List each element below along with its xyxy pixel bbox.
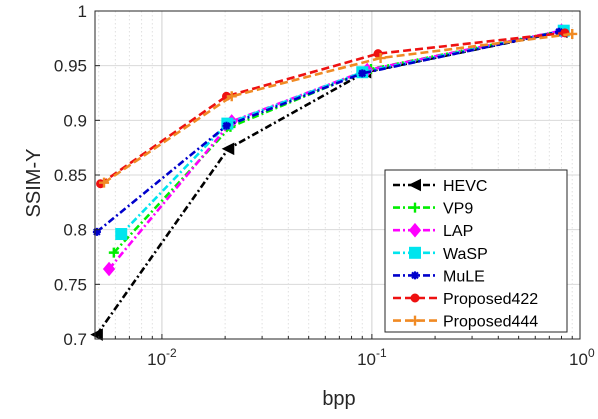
legend-marker: [410, 202, 420, 213]
data-point: [92, 227, 101, 236]
series-line: [96, 30, 560, 233]
series-proposed444: [99, 28, 578, 188]
data-point: [358, 69, 367, 78]
data-point: [226, 91, 237, 102]
legend-label: Proposed444: [443, 314, 538, 331]
legend-entry: MuLE: [393, 268, 485, 285]
data-point: [555, 27, 564, 36]
series-mule: [92, 27, 564, 236]
legend-entry: VP9: [393, 201, 473, 218]
legend-marker: [411, 271, 419, 280]
legend-marker: [408, 222, 422, 238]
legend: HEVC VP9 LAP WaSP MuLE Proposed422 Proposed444: [384, 169, 568, 333]
x-tick-label: 100: [569, 346, 595, 369]
data-point: [222, 121, 231, 130]
legend-entry: LAP: [393, 222, 473, 240]
y-axis-title: SSIM-Y: [23, 149, 45, 218]
data-point: [567, 28, 578, 39]
data-point: [375, 53, 386, 64]
x-tick-label: 10-1: [357, 346, 387, 369]
y-tick-label: 0.95: [54, 57, 87, 76]
legend-marker: [408, 178, 421, 192]
y-tick-label: 0.8: [63, 221, 87, 240]
legend-marker: [409, 246, 421, 259]
axis-ticks: 0.7 0.75 0.8 0.85 0.9 0.95 1 10-2 10-1 100: [54, 2, 595, 369]
legend-entry: HEVC: [393, 178, 487, 195]
legend-entry: Proposed444: [393, 314, 538, 331]
legend-label: MuLE: [443, 268, 485, 285]
legend-label: Proposed422: [443, 291, 538, 308]
legend-marker: [410, 293, 420, 303]
data-point: [108, 247, 119, 258]
legend-label: WaSP: [443, 246, 488, 263]
series-layer: [90, 23, 578, 341]
x-axis-title: bpp: [322, 388, 355, 410]
legend-label: HEVC: [443, 178, 487, 195]
y-tick-label: 0.9: [63, 111, 87, 130]
x-tick-label: 10-2: [147, 346, 177, 369]
data-point: [221, 142, 235, 156]
legend-marker: [410, 315, 420, 326]
y-tick-label: 0.85: [54, 166, 87, 185]
legend-entry: Proposed422: [393, 291, 538, 308]
legend-label: VP9: [443, 201, 473, 218]
y-tick-label: 0.75: [54, 275, 87, 294]
data-point: [115, 228, 128, 241]
series-line: [99, 31, 565, 185]
y-tick-label: 1: [78, 2, 87, 21]
series-line: [103, 32, 573, 184]
legend-entry: WaSP: [393, 246, 488, 263]
data-point: [102, 261, 116, 277]
data-point: [99, 177, 110, 188]
data-point: [90, 328, 103, 341]
y-tick-label: 0.7: [63, 330, 87, 349]
legend-label: LAP: [443, 223, 473, 240]
